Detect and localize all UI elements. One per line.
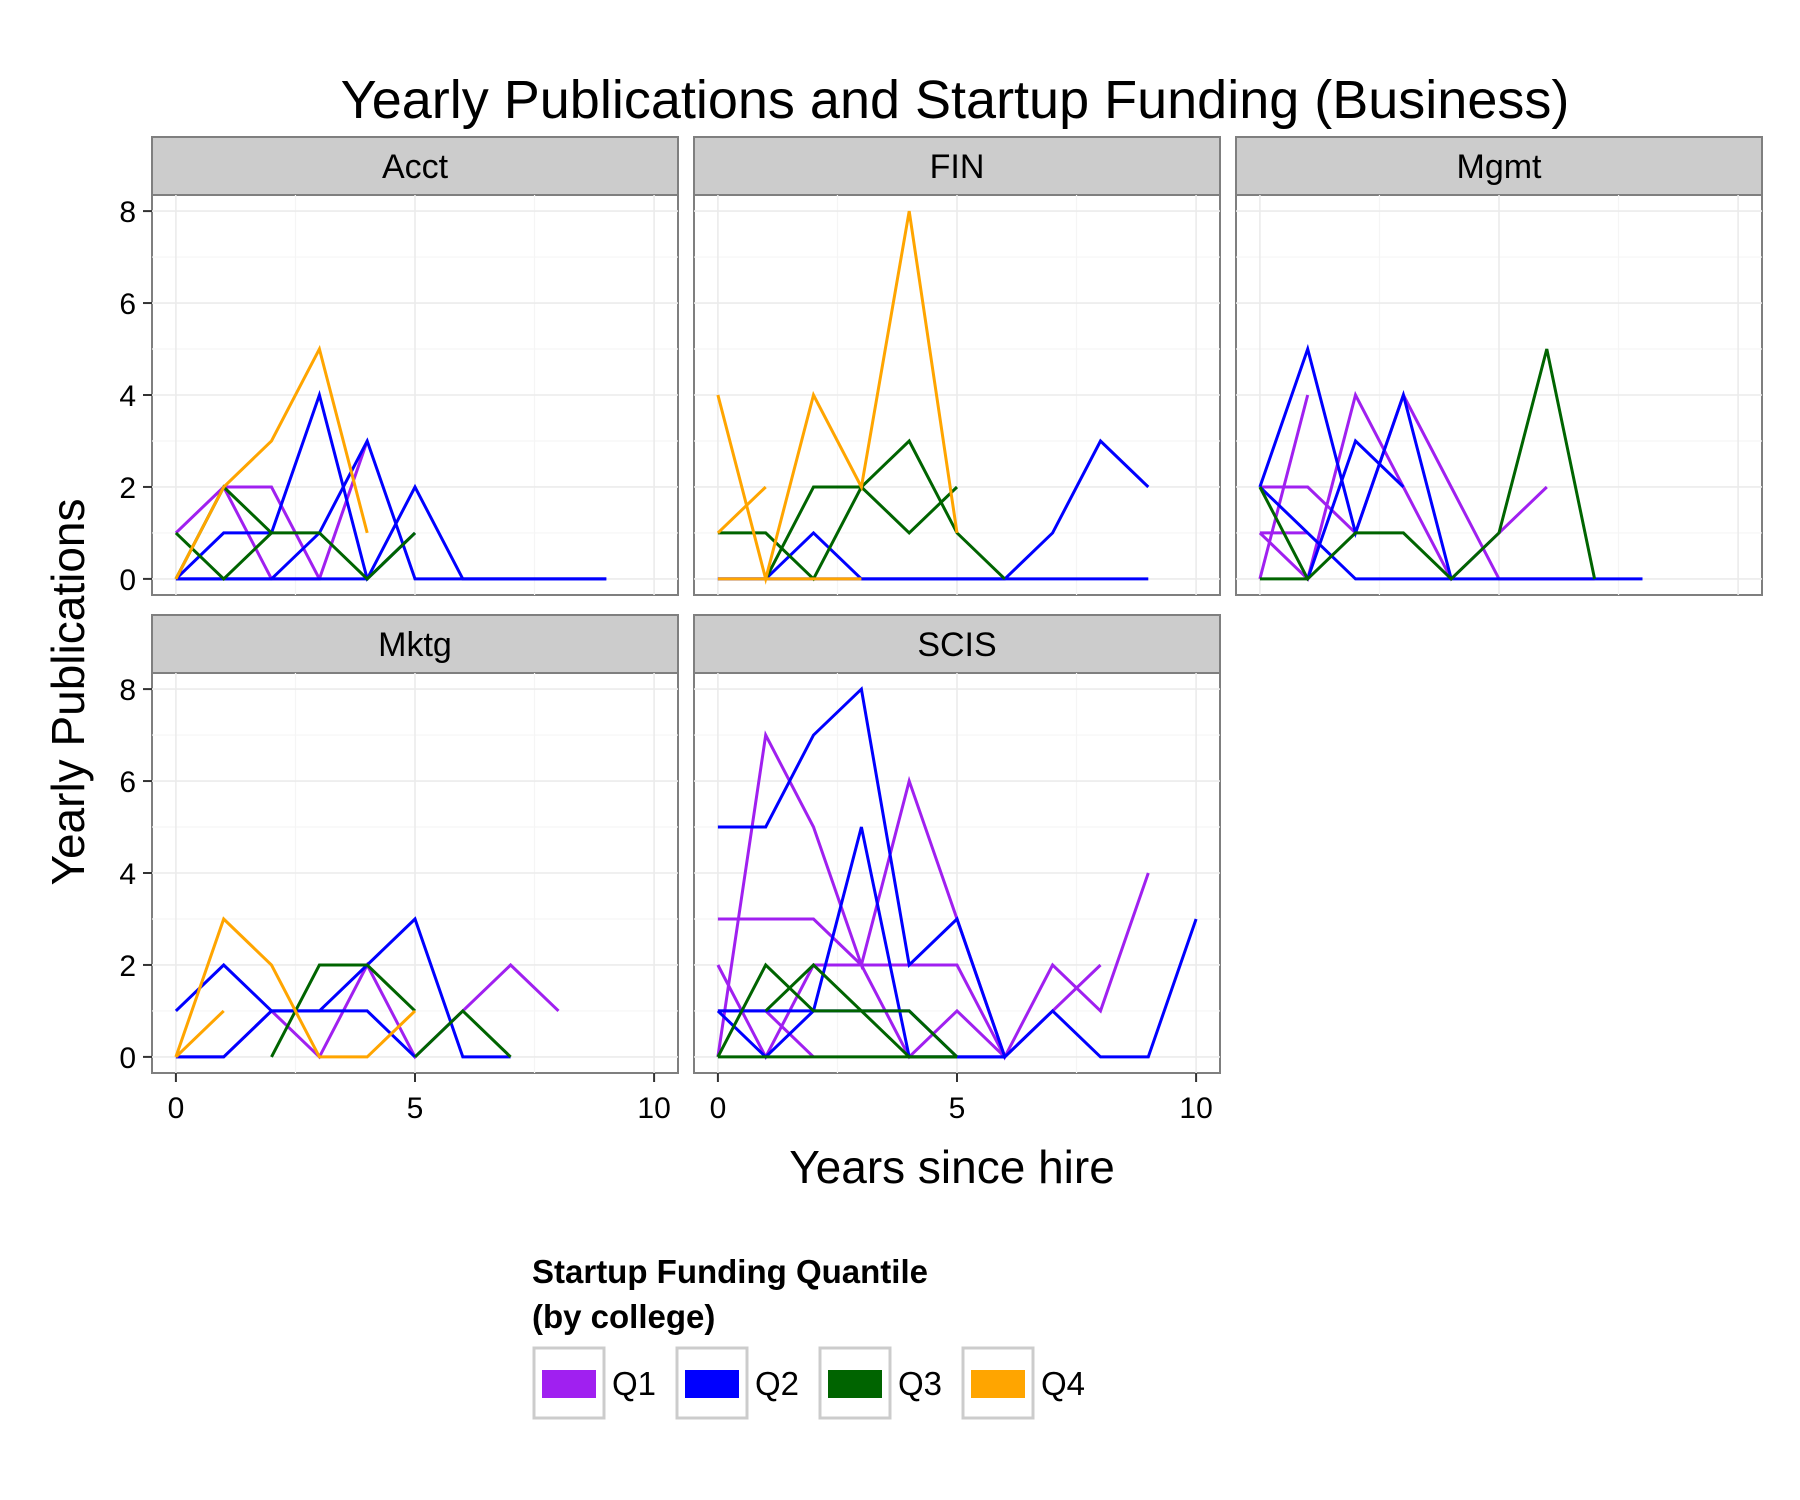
x-tick-label: 5 — [949, 1092, 966, 1125]
x-tick-label: 10 — [637, 1092, 670, 1125]
strip-acct — [151, 136, 679, 196]
strip-fin — [693, 136, 1221, 196]
series-line-mktg-q2-2 — [174, 916, 511, 1059]
x-tick-label: 0 — [168, 1092, 185, 1125]
series-line-acct-q3-6 — [174, 531, 417, 581]
y-tick-label: 4 — [119, 858, 136, 891]
legend-subtitle: (by college) — [532, 1298, 715, 1335]
panel-mktg: Mktg 0 2 4 6 8 0 5 10 — [119, 614, 679, 1125]
y-axis-title: Yearly Publications — [42, 499, 94, 886]
y-tick-label: 6 — [119, 288, 136, 321]
legend-label-q3: Q3 — [898, 1365, 942, 1402]
legend-item-q1: Q1 — [532, 1346, 656, 1420]
y-tick-label: 8 — [119, 674, 136, 707]
legend-swatch-q2 — [685, 1370, 739, 1398]
panel-fin: FIN — [693, 136, 1221, 596]
panels: Acct 0 2 4 6 8 FIN Mgmt Mktg 0 2 4 6 8 0 5 10 SCIS 0 5 10 — [119, 136, 1763, 1125]
x-tick-label: 0 — [710, 1092, 727, 1125]
series-line-mgmt-q1-3 — [1258, 394, 1310, 580]
legend-title: Startup Funding Quantile — [532, 1253, 928, 1290]
series-line-fin-q4-7 — [716, 485, 767, 534]
legend-swatch-q4 — [971, 1370, 1025, 1398]
strip-label-mgmt: Mgmt — [1457, 148, 1543, 186]
series-line-scis-q2-5 — [717, 686, 1198, 1060]
legend-label-q1: Q1 — [612, 1365, 656, 1402]
panel-scis: SCIS 0 5 10 — [693, 614, 1221, 1125]
strip-label-scis: SCIS — [917, 626, 996, 664]
strip-scis — [693, 614, 1221, 674]
strip-label-acct: Acct — [382, 148, 449, 186]
legend-swatch-q1 — [542, 1370, 596, 1398]
x-tick-label: 10 — [1179, 1092, 1212, 1125]
legend: Startup Funding Quantile (by college) Q1… — [532, 1253, 1085, 1420]
strip-mktg — [151, 614, 679, 674]
chart-title: Yearly Publications and Startup Funding … — [341, 70, 1570, 130]
legend-label-q4: Q4 — [1041, 1365, 1085, 1402]
strip-label-mktg: Mktg — [378, 626, 452, 664]
legend-item-q2: Q2 — [675, 1346, 799, 1420]
series-line-mktg-q3-5 — [413, 1008, 512, 1058]
y-tick-label: 4 — [119, 380, 136, 413]
legend-item-q3: Q3 — [818, 1346, 942, 1420]
strip-mgmt — [1235, 136, 1763, 196]
y-tick-label: 6 — [119, 766, 136, 799]
y-tick-label: 2 — [119, 950, 136, 983]
legend-swatch-q3 — [828, 1370, 882, 1398]
y-tick-label: 2 — [119, 472, 136, 505]
series-line-acct-q4-8 — [174, 344, 369, 580]
series-line-scis-q3-8 — [716, 962, 959, 1058]
strip-label-fin: FIN — [930, 148, 985, 186]
series-line-fin-q4-5 — [716, 210, 959, 585]
panel-mgmt: Mgmt — [1235, 136, 1763, 596]
x-tick-label: 5 — [407, 1092, 424, 1125]
series-line-mktg-q4-7 — [174, 1009, 225, 1058]
panel-acct: Acct 0 2 4 6 8 — [119, 136, 679, 597]
series-line-mktg-q4-6 — [174, 916, 417, 1059]
y-tick-label: 8 — [119, 196, 136, 229]
series-line-mgmt-q3-8 — [1258, 348, 1597, 582]
y-tick-label: 0 — [119, 564, 136, 597]
y-tick-label: 0 — [119, 1042, 136, 1075]
series-line-mgmt-q2-7 — [1306, 438, 1405, 580]
legend-keys: Q1 Q2 Q3 Q4 — [532, 1346, 1085, 1420]
legend-label-q2: Q2 — [755, 1365, 799, 1402]
x-axis-title: Years since hire — [789, 1141, 1115, 1193]
legend-item-q4: Q4 — [961, 1346, 1085, 1420]
series-line-acct-q2-5 — [175, 483, 607, 581]
